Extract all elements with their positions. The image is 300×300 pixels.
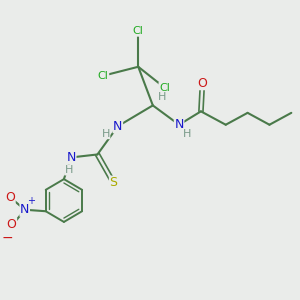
Text: Cl: Cl	[98, 71, 109, 81]
Text: O: O	[197, 76, 207, 90]
Text: H: H	[158, 92, 166, 101]
Text: H: H	[65, 165, 73, 175]
Text: Cl: Cl	[133, 26, 144, 36]
Text: N: N	[20, 203, 29, 216]
Text: −: −	[2, 230, 13, 244]
Text: H: H	[101, 129, 110, 139]
Text: N: N	[174, 118, 184, 131]
Text: H: H	[183, 129, 191, 139]
Text: N: N	[67, 151, 76, 164]
Text: +: +	[27, 196, 35, 206]
Text: O: O	[7, 218, 16, 231]
Text: Cl: Cl	[159, 82, 170, 93]
Text: S: S	[110, 176, 118, 189]
Text: O: O	[5, 191, 15, 204]
Text: N: N	[113, 120, 122, 133]
